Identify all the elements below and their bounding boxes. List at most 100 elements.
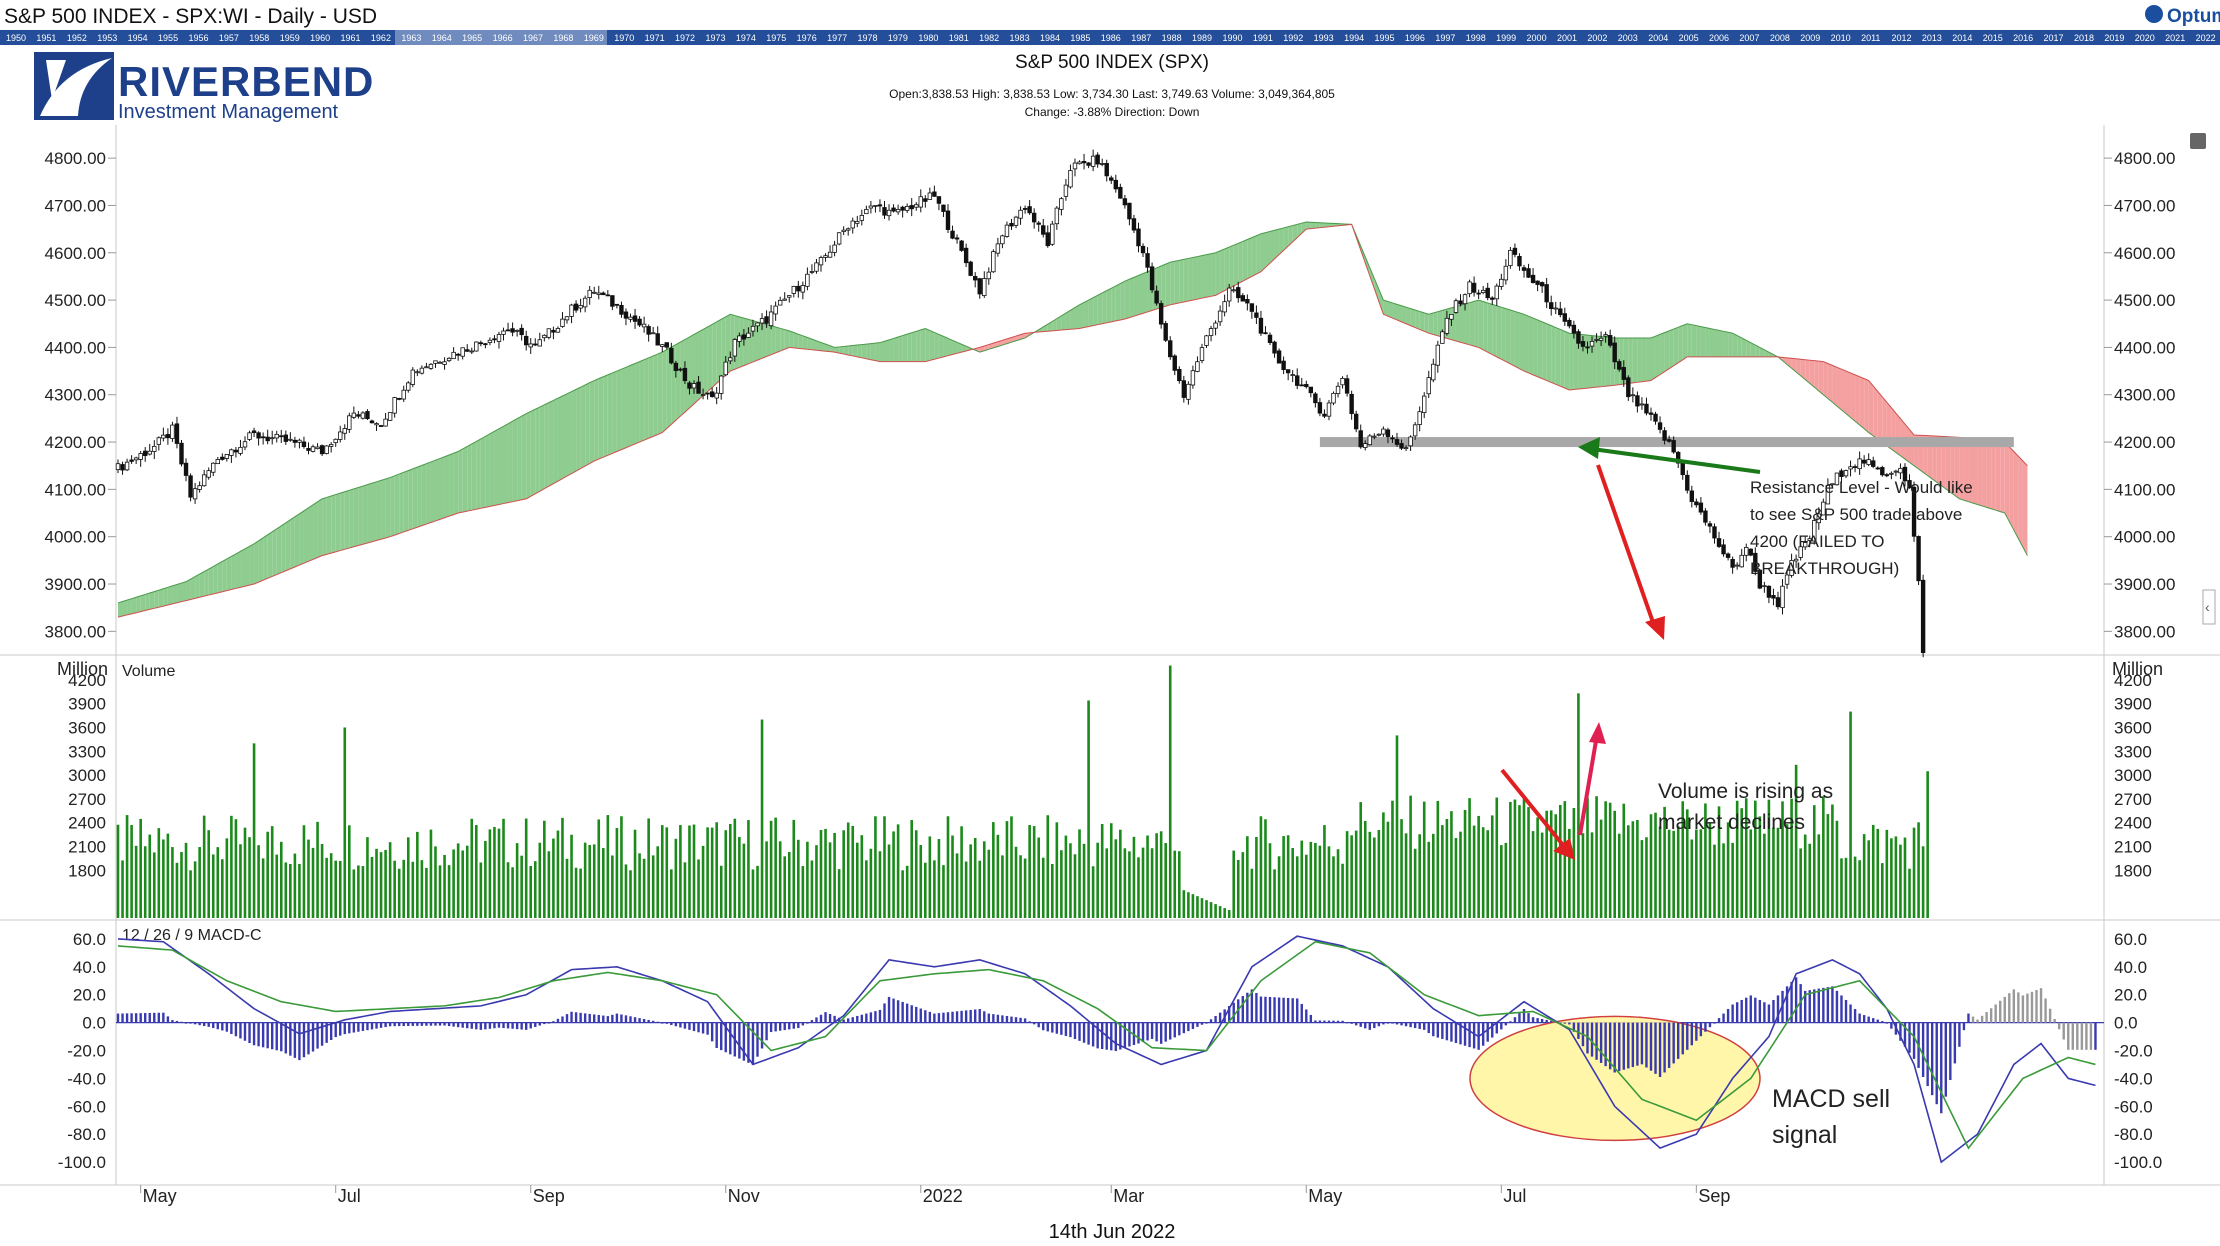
volume-bar xyxy=(942,865,945,918)
macd-histogram-bar xyxy=(1200,1022,1204,1025)
cloud-segment xyxy=(866,343,871,360)
macd-histogram-bar xyxy=(1849,1004,1852,1023)
macd-histogram-bar xyxy=(1100,1022,1104,1050)
volume-bar xyxy=(982,841,986,918)
candle-body xyxy=(850,220,855,229)
timeline-year: 2020 xyxy=(2135,33,2155,43)
candle-body xyxy=(805,273,810,287)
macd-histogram-bar xyxy=(2017,992,2020,1023)
volume-bar xyxy=(1586,797,1589,918)
candle-body xyxy=(723,361,728,376)
candle-body xyxy=(614,303,620,306)
macd-histogram-bar xyxy=(488,1022,492,1029)
lock-icon[interactable] xyxy=(2190,133,2206,149)
cloud-segment xyxy=(1968,438,1974,504)
candle-body xyxy=(1099,163,1105,165)
cloud-segment xyxy=(190,576,196,600)
candle-body xyxy=(419,367,425,374)
cloud-segment xyxy=(294,513,300,567)
timeline-year: 1996 xyxy=(1405,33,1425,43)
candle-body xyxy=(1567,319,1572,327)
macd-histogram-bar xyxy=(561,1016,564,1023)
candle-body xyxy=(791,286,796,294)
volume-bar xyxy=(1554,814,1558,918)
candle-body xyxy=(1326,402,1332,417)
volume-bar xyxy=(969,844,972,918)
macd-histogram-bar xyxy=(1159,1022,1163,1044)
signal-line xyxy=(117,940,2096,1150)
volume-bar xyxy=(765,841,768,918)
macd-histogram-bar xyxy=(538,1022,541,1026)
candle-body xyxy=(1163,323,1168,341)
volume-bar xyxy=(701,845,705,918)
collapse-arrow-icon[interactable]: ‹ xyxy=(2205,599,2210,615)
timeline-year: 1979 xyxy=(888,33,908,43)
candle-body xyxy=(1177,368,1182,382)
macd-histogram-bar xyxy=(1196,1022,1199,1027)
candle-body xyxy=(1861,459,1867,464)
macd-histogram-bar xyxy=(284,1022,288,1054)
cloud-segment xyxy=(1460,303,1466,344)
volume-bar xyxy=(1899,844,1902,918)
cloud-segment xyxy=(1319,222,1325,228)
candle-body xyxy=(1485,287,1490,299)
cloud-segment xyxy=(412,467,418,529)
cloud-segment xyxy=(1197,255,1202,300)
cloud-segment xyxy=(1637,337,1642,383)
candle-body xyxy=(1476,292,1481,295)
volume-bar xyxy=(561,817,564,918)
candle-body xyxy=(1222,301,1227,313)
candle-body xyxy=(1168,340,1173,358)
cloud-segment xyxy=(553,398,558,484)
cloud-segment xyxy=(943,336,948,357)
candle-body xyxy=(1562,313,1568,322)
volume-bar xyxy=(1291,848,1294,918)
volume-bar xyxy=(1599,819,1603,918)
macd-histogram-bar xyxy=(1971,1016,1975,1023)
macd-histogram-bar xyxy=(266,1022,269,1049)
timeline-year: 1993 xyxy=(1314,33,1334,43)
cloud-segment xyxy=(2018,456,2023,548)
candle-body xyxy=(986,271,992,280)
x-tick-label: May xyxy=(1308,1186,1342,1206)
volume-bar xyxy=(175,862,179,918)
volume-bar xyxy=(497,828,501,918)
cloud-segment xyxy=(458,448,463,514)
timeline-strip[interactable]: 1950 1951 1952 1953 1954 1955 1956 1957 1958 1959… xyxy=(0,30,2220,45)
candle-body xyxy=(963,247,969,264)
candle-body xyxy=(392,397,397,414)
cloud-segment xyxy=(1809,360,1815,388)
macd-histogram-bar xyxy=(144,1013,147,1023)
macd-histogram-bar xyxy=(1590,1022,1594,1057)
cloud-segment xyxy=(1174,260,1180,304)
macd-histogram-bar xyxy=(511,1022,514,1029)
volume-bar xyxy=(1522,799,1526,918)
cloud-segment xyxy=(703,326,708,396)
volume-bar xyxy=(1309,841,1313,918)
candle-body xyxy=(1830,483,1835,486)
candle-body xyxy=(927,192,933,200)
cloud-segment xyxy=(1365,256,1370,276)
macd-histogram-bar xyxy=(420,1022,424,1026)
cloud-segment xyxy=(716,319,722,384)
candle-body xyxy=(1716,538,1722,547)
volume-bar xyxy=(601,848,605,918)
candle-body xyxy=(1245,298,1250,304)
macd-histogram-bar xyxy=(1155,1022,1158,1042)
candle-body xyxy=(873,205,878,207)
candle-body xyxy=(941,204,946,212)
cloud-segment xyxy=(1895,413,1901,456)
volume-y-tick-left: 4200 xyxy=(68,671,106,690)
volume-bar xyxy=(257,845,260,918)
macd-histogram-bar xyxy=(1060,1022,1063,1035)
price-y-tick-right: 4000.00 xyxy=(2114,528,2175,547)
candle-body xyxy=(501,330,506,335)
macd-y-tick-left: 0.0 xyxy=(82,1014,106,1033)
volume-bar xyxy=(443,854,446,918)
candle-body xyxy=(1136,228,1141,247)
price-y-tick-left: 4500.00 xyxy=(45,291,106,310)
x-tick-label: Sep xyxy=(533,1186,565,1206)
volume-bar xyxy=(946,816,950,918)
macd-histogram-bar xyxy=(910,1005,913,1023)
macd-histogram-bar xyxy=(996,1014,1000,1023)
